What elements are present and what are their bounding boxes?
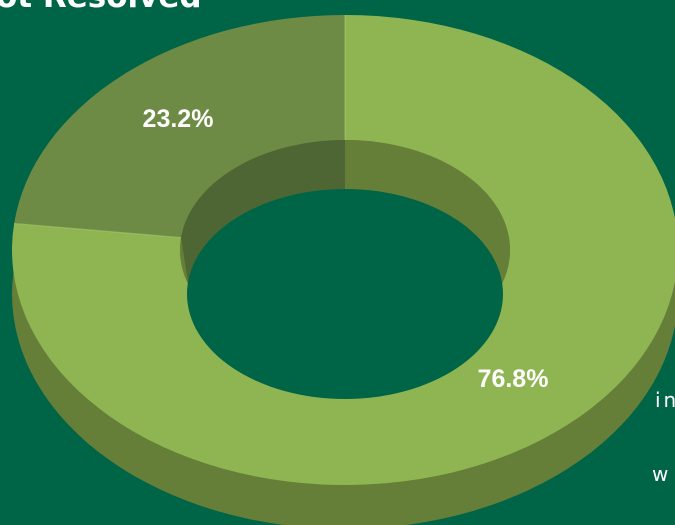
- slice-large: [12, 15, 675, 485]
- slice-small: [14, 15, 345, 238]
- slice-label-large: 76.8%: [478, 365, 549, 393]
- slice-divider-1: [14, 222, 182, 239]
- slice-label-small: 23.2%: [143, 105, 214, 133]
- donut-layer: [12, 15, 675, 525]
- side-text-fragment-1: in: [655, 388, 675, 412]
- small-slice-inner-wall: [181, 140, 345, 283]
- chart-title: ot Resolved: [0, 0, 202, 13]
- side-text-fragment-2: w: [652, 462, 672, 486]
- donut-hole: [187, 189, 503, 399]
